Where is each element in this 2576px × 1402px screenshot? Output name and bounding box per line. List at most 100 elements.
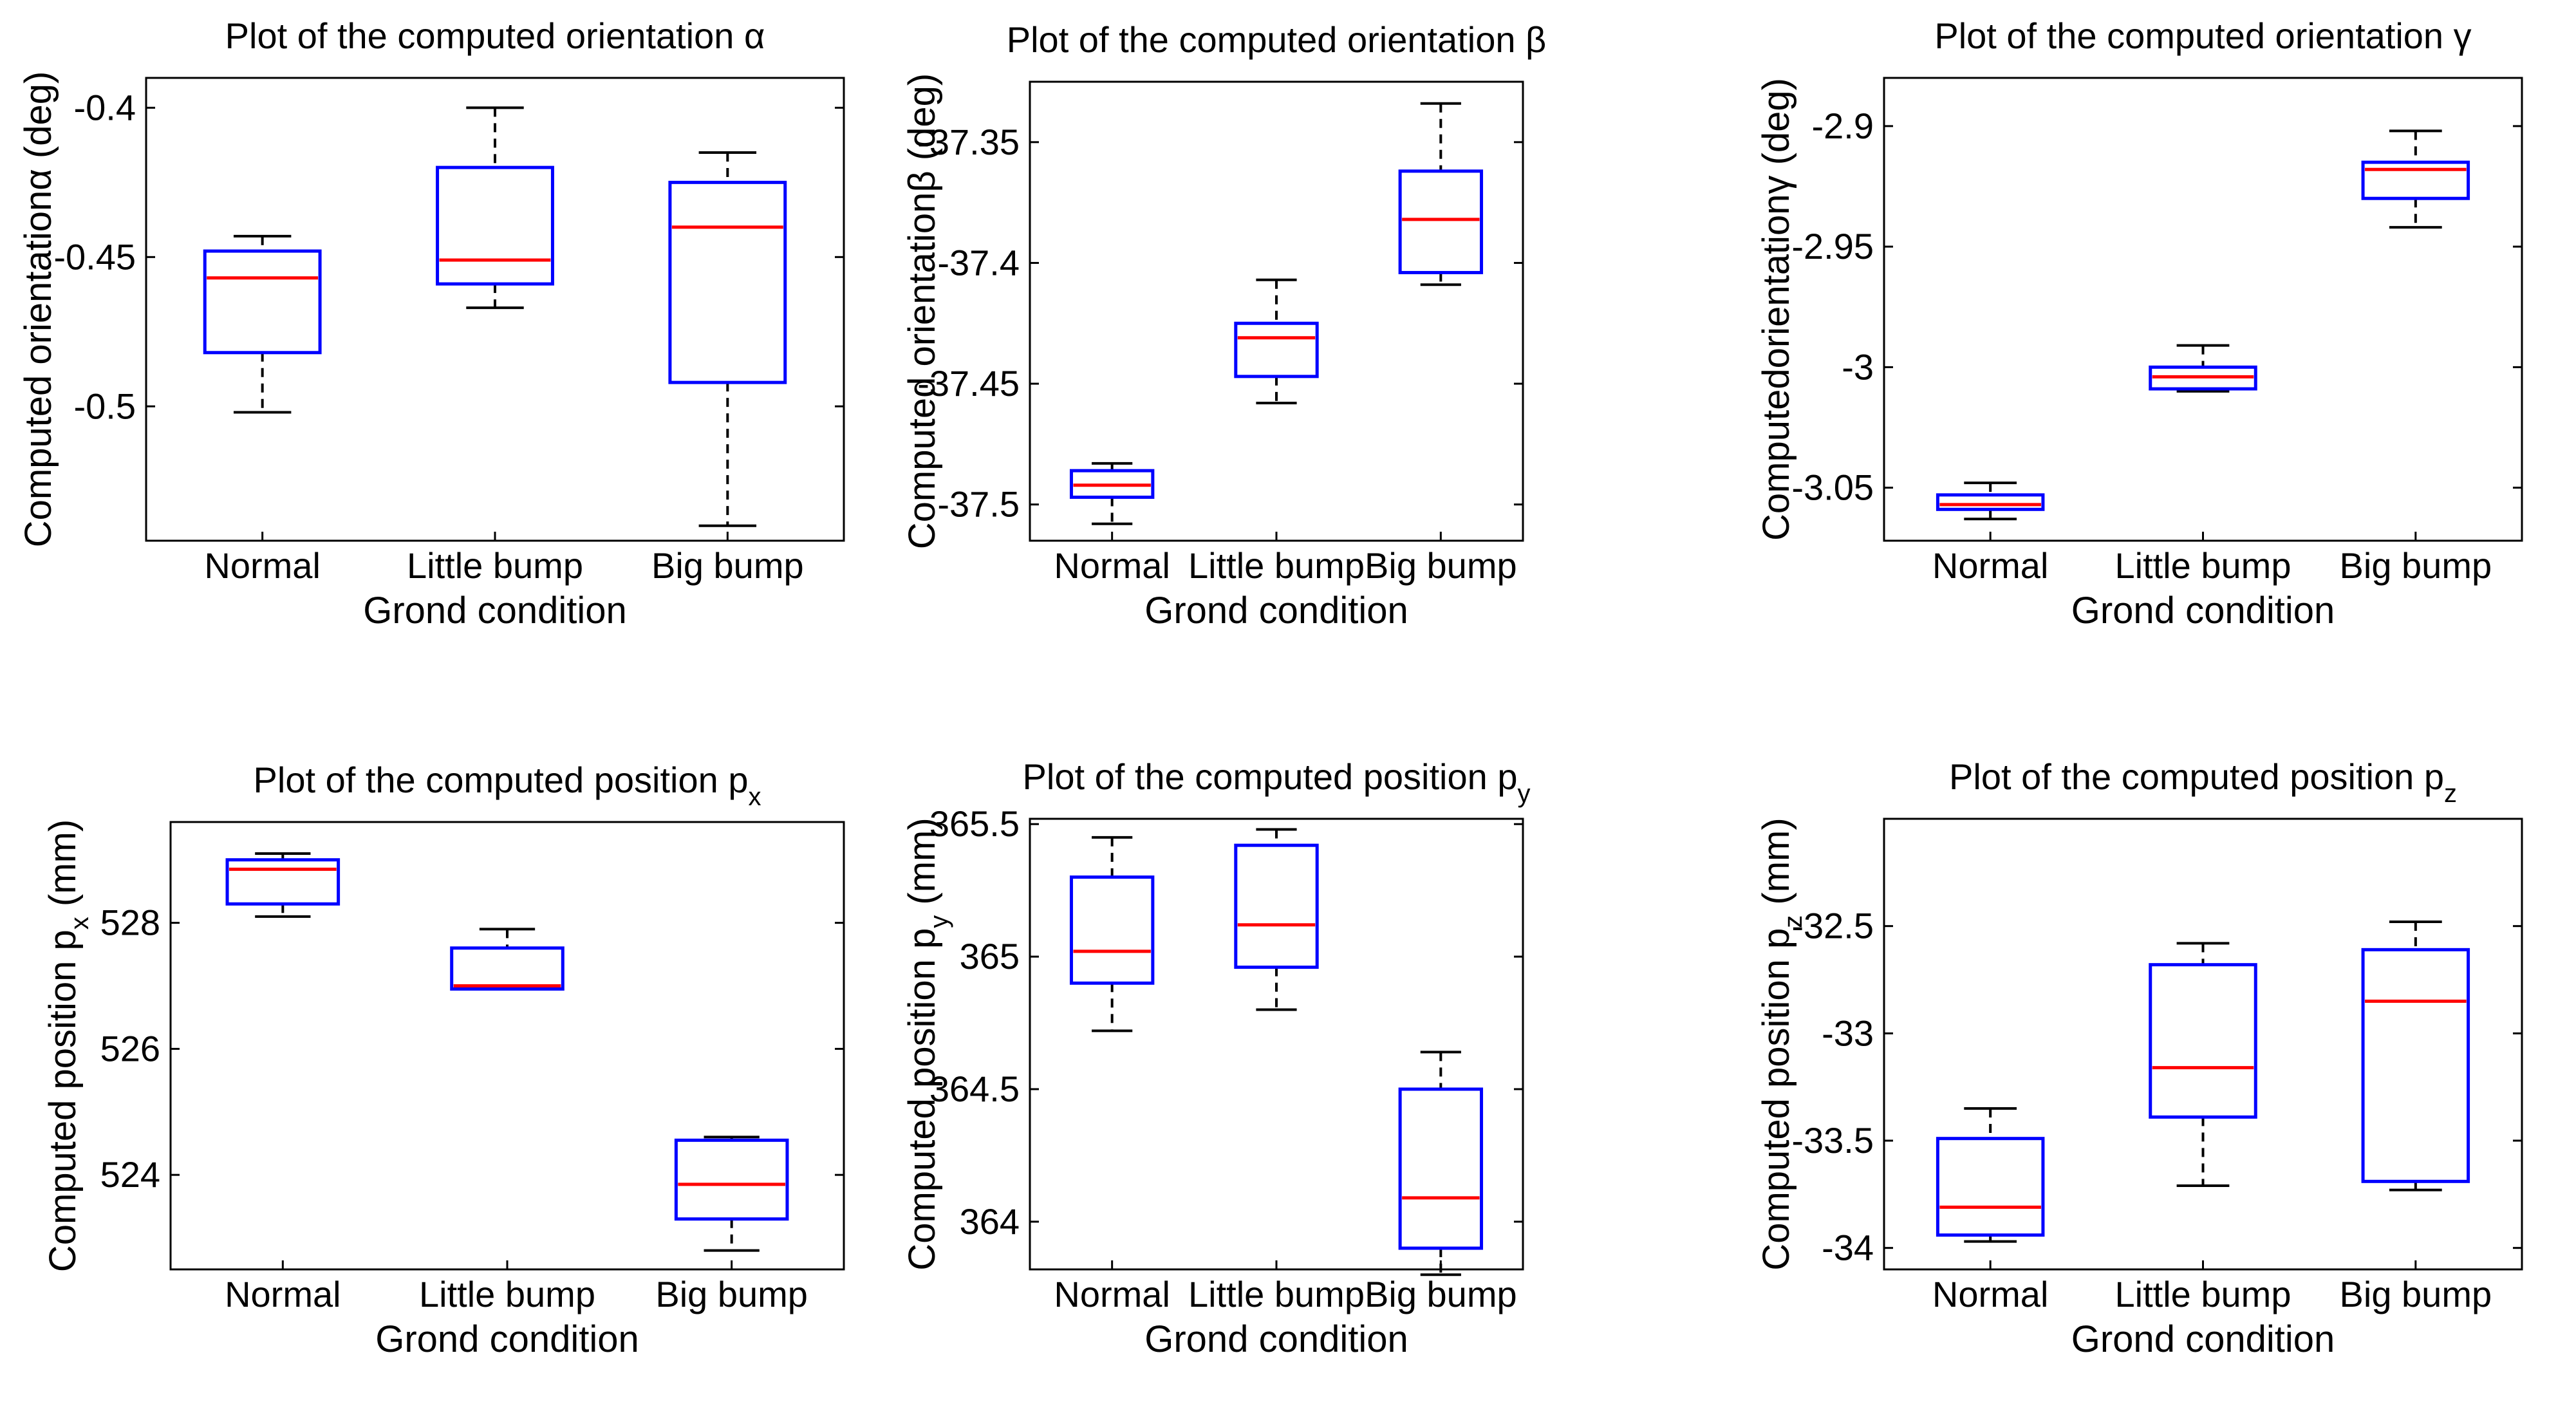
- interquartile-box: [2149, 963, 2257, 1119]
- y-axis-label: Computed position py (mm): [901, 818, 953, 1270]
- plot-area-frame: [1883, 77, 2523, 542]
- y-axis-label: Computed orientationβ (deg): [901, 73, 943, 549]
- chart-title-subscript: x: [748, 783, 761, 811]
- x-tick-label: Little bump: [1188, 1274, 1365, 1314]
- interquartile-box: [225, 858, 341, 906]
- interquartile-box: [2361, 160, 2470, 200]
- y-axis-label-unit: (mm): [42, 819, 84, 917]
- y-axis-label: Computed position pz (mm): [1755, 818, 1807, 1270]
- x-axis-label: Grond condition: [375, 1318, 639, 1360]
- box-big-bump: [668, 151, 787, 527]
- interquartile-box: [2361, 948, 2470, 1183]
- y-tick-label: -37.45: [917, 363, 1020, 404]
- x-tick-label: Normal: [1932, 1274, 2048, 1314]
- box-normal: [1069, 462, 1155, 525]
- box-big-bump: [674, 1136, 789, 1252]
- x-axis-label: Grond condition: [363, 590, 626, 631]
- y-tick-label: -2.9: [1812, 106, 1874, 146]
- box-big-bump: [2361, 921, 2470, 1192]
- y-axis-label-subscript: z: [1779, 915, 1807, 928]
- box-little-bump: [1234, 278, 1319, 405]
- box-normal: [1069, 836, 1155, 1033]
- chart-title: Plot of the computed position py: [1023, 756, 1531, 808]
- chart-title: Plot of the computed orientation β: [1007, 19, 1547, 60]
- y-tick-label: -3.05: [1791, 467, 1874, 508]
- chart-title-text: Plot of the computed orientation α: [225, 15, 765, 56]
- chart-title: Plot of the computed position px: [254, 760, 761, 811]
- x-tick-label: Little bump: [2115, 545, 2291, 586]
- y-axis-label: Computed orientationα (deg): [17, 71, 59, 548]
- y-tick-label: -3: [1842, 346, 1874, 387]
- x-tick-label: Little bump: [407, 545, 583, 586]
- interquartile-box: [668, 180, 787, 384]
- y-tick-label: -0.4: [74, 87, 136, 127]
- x-tick-label: Little bump: [2115, 1274, 2291, 1314]
- interquartile-box: [436, 165, 554, 286]
- y-axis-label-text: Computed position p: [42, 930, 84, 1272]
- x-tick-label: Normal: [1054, 1274, 1170, 1314]
- y-tick-label: 526: [100, 1028, 160, 1069]
- chart-title-text: Plot of the computed position p: [1949, 756, 2444, 797]
- chart-title-text: Plot of the computed orientation γ: [1934, 15, 2471, 56]
- x-tick-label: Little bump: [419, 1274, 595, 1314]
- interquartile-box: [1936, 493, 2045, 511]
- interquartile-box: [1234, 843, 1319, 969]
- y-axis-label-text: Computed orientationα (deg): [17, 71, 59, 548]
- y-tick-label: -32.5: [1791, 906, 1874, 946]
- chart-title-subscript: y: [1517, 780, 1530, 808]
- box-normal: [203, 234, 322, 414]
- y-tick-label: -34: [1822, 1228, 1874, 1268]
- box-little-bump: [1234, 828, 1319, 1011]
- interquartile-box: [1398, 169, 1484, 274]
- box-little-bump: [2149, 942, 2257, 1187]
- y-tick-label: -33: [1822, 1013, 1874, 1053]
- y-tick-label: -33.5: [1791, 1120, 1874, 1161]
- y-tick-label: 365.5: [929, 803, 1020, 844]
- boxplot-panel-4: Plot of the computed position px52852652…: [42, 760, 845, 1360]
- x-axis-label: Grond condition: [1144, 1318, 1408, 1360]
- x-axis-label: Grond condition: [2071, 1318, 2335, 1360]
- box-little-bump: [2149, 344, 2257, 393]
- x-axis-label: Grond condition: [2071, 590, 2335, 631]
- x-tick-label: Big bump: [1365, 1274, 1517, 1314]
- interquartile-box: [203, 249, 322, 355]
- boxplot-panel-1: Plot of the computed orientation α -0.4 -0…: [17, 15, 845, 631]
- y-axis-label-unit: (mm): [901, 818, 943, 915]
- y-axis-label-subscript: x: [66, 917, 94, 930]
- y-tick-label: 364: [960, 1201, 1020, 1242]
- y-axis-label-text: Computedorientationγ (deg): [1755, 78, 1797, 541]
- x-tick-label: Big bump: [655, 1274, 808, 1314]
- interquartile-box: [450, 946, 565, 991]
- y-tick-label: 528: [100, 902, 160, 943]
- chart-title-text: Plot of the computed orientation β: [1007, 19, 1547, 60]
- y-tick-label: -0.5: [74, 386, 136, 426]
- y-tick-label: 524: [100, 1154, 160, 1195]
- interquartile-box: [1234, 321, 1319, 379]
- y-axis-label-text: Computed orientationβ (deg): [901, 73, 943, 549]
- boxplot-panel-5: Plot of the computed position py365.5365…: [901, 756, 1530, 1360]
- x-tick-label: Normal: [225, 1274, 341, 1314]
- x-axis-label: Grond condition: [1144, 590, 1408, 631]
- x-tick-label: Normal: [1054, 545, 1170, 586]
- x-tick-label: Big bump: [651, 545, 804, 586]
- y-tick-label: -0.45: [53, 236, 136, 277]
- box-big-bump: [2361, 129, 2470, 229]
- y-axis-label-subscript: y: [925, 915, 953, 928]
- y-tick-label: 365: [960, 936, 1020, 977]
- chart-title: Plot of the computed orientation γ: [1934, 15, 2471, 56]
- y-axis-label-text: Computed position p: [901, 928, 943, 1271]
- x-tick-label: Normal: [204, 545, 320, 586]
- y-axis-label-text: Computed position p: [1755, 928, 1797, 1271]
- x-tick-label: Normal: [1932, 545, 2048, 586]
- y-axis-label: Computed position px (mm): [42, 819, 94, 1272]
- y-axis-label-unit: (mm): [1755, 818, 1797, 915]
- box-big-bump: [1398, 102, 1484, 286]
- box-big-bump: [1398, 1051, 1484, 1276]
- x-tick-label: Little bump: [1188, 545, 1365, 586]
- interquartile-box: [1936, 1137, 2045, 1237]
- box-little-bump: [436, 106, 554, 310]
- interquartile-box: [674, 1138, 789, 1221]
- chart-title-text: Plot of the computed position p: [254, 760, 749, 800]
- chart-title-text: Plot of the computed position p: [1023, 756, 1518, 797]
